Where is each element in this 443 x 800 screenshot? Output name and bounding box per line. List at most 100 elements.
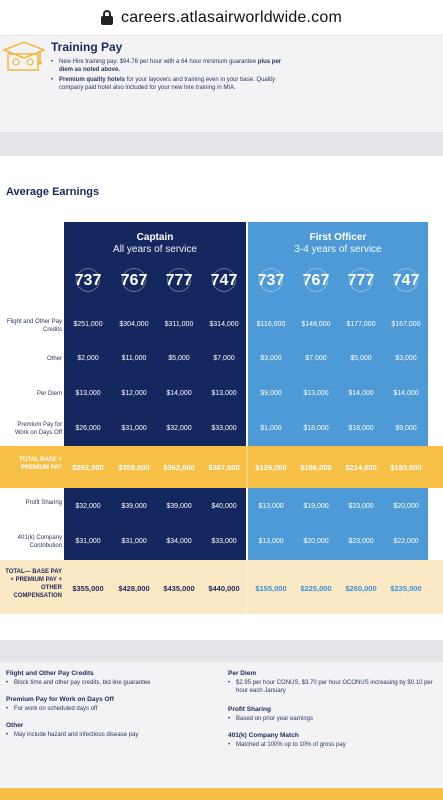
training-pay-title: Training Pay — [51, 40, 123, 54]
row-label: Profit Sharing — [25, 500, 62, 506]
training-pay-list: New Hire training pay: $94.76 per hour w… — [51, 58, 291, 94]
table-cell: $39,000 — [121, 503, 147, 510]
fo-model-777: 777 — [339, 268, 383, 292]
table-cell: $1,000 — [260, 425, 282, 432]
table-cell: $358,000 — [118, 463, 150, 472]
lock-icon — [101, 10, 113, 25]
row-label: Flight and Other Pay Credits — [6, 319, 62, 333]
note-other: Other May include hazard and infectious … — [6, 722, 211, 739]
table-cell: $435,000 — [163, 584, 195, 593]
note-flight-pay: Flight and Other Pay Credits Block time … — [6, 670, 211, 687]
table-cell: $13,000 — [303, 390, 329, 397]
note-title: Profit Sharing — [228, 706, 271, 713]
table-cell: $23,000 — [348, 503, 374, 510]
table-cell: $251,000 — [73, 321, 103, 328]
table-cell: $19,000 — [303, 503, 329, 510]
total-base-premium-row: TOTAL BASE + PREMIUM PAY $292,000 $358,0… — [0, 446, 443, 488]
table-cell: $235,000 — [390, 584, 422, 593]
first-officer-title: First Officer — [309, 232, 367, 243]
table-cell: $23,000 — [348, 538, 374, 545]
table-cell: $3,000 — [395, 355, 417, 362]
captain-model-737: 737 — [66, 268, 110, 292]
table-cell: $225,000 — [300, 584, 332, 593]
average-earnings-title: Average Earnings — [6, 186, 100, 198]
table-cell: $14,000 — [166, 390, 192, 397]
captain-model-747: 747 — [202, 268, 246, 292]
note-title: Per Diem — [228, 670, 257, 677]
earnings-footnotes: Flight and Other Pay Credits Block time … — [0, 662, 443, 786]
note-desc: Block time and other pay credits, bid li… — [6, 679, 211, 687]
table-cell: $9,000 — [260, 390, 282, 397]
table-cell: $304,000 — [119, 321, 149, 328]
row-label: TOTAL— BASE PAY + PREMIUM PAY + OTHER CO… — [5, 569, 62, 599]
table-cell: $5,000 — [168, 355, 190, 362]
note-title: 401(k) Company Match — [228, 732, 299, 739]
table-cell: $362,000 — [163, 463, 195, 472]
column-separator — [246, 222, 248, 614]
table-cell: $14,000 — [348, 390, 374, 397]
table-cell: $13,000 — [211, 390, 237, 397]
table-cell: $40,000 — [211, 503, 237, 510]
table-cell: $32,000 — [166, 425, 192, 432]
table-cell: $32,000 — [75, 503, 101, 510]
table-cell: $148,000 — [301, 321, 331, 328]
table-cell: $33,000 — [211, 538, 237, 545]
table-cell: $18,000 — [348, 425, 374, 432]
table-cell: $2,000 — [77, 355, 99, 362]
first-officer-subtitle: 3-4 years of service — [294, 244, 382, 255]
note-title: Other — [6, 722, 24, 729]
table-cell: $214,000 — [345, 463, 377, 472]
table-cell: $355,000 — [72, 584, 104, 593]
note-desc: May include hazard and infectious diseas… — [6, 731, 211, 739]
table-cell: $428,000 — [118, 584, 150, 593]
table-cell: $11,000 — [121, 355, 147, 362]
row-label: TOTAL BASE + PREMIUM PAY — [19, 457, 62, 471]
fo-model-747: 747 — [384, 268, 428, 292]
table-cell: $12,000 — [121, 390, 147, 397]
note-desc: Based on prior year earnings — [228, 715, 433, 723]
note-401k: 401(k) Company Match Matched at 100% up … — [228, 732, 433, 749]
table-cell: $5,000 — [350, 355, 372, 362]
captain-subtitle: All years of service — [113, 244, 197, 255]
row-label: Premium Pay for Work on Days Off — [14, 422, 62, 436]
table-cell: $34,000 — [166, 538, 192, 545]
table-cell: $26,000 — [75, 425, 101, 432]
table-cell: $292,000 — [72, 463, 104, 472]
captain-model-767: 767 — [112, 268, 156, 292]
table-cell: $440,000 — [208, 584, 240, 593]
list-item: Premium quality hotels for your layovers… — [51, 76, 291, 92]
table-cell: $13,000 — [258, 503, 284, 510]
table-cell: $31,000 — [121, 538, 147, 545]
table-cell: $22,000 — [393, 538, 419, 545]
note-premium-pay: Premium Pay for Work on Days Off For wor… — [6, 696, 211, 713]
footer-accent-bar — [0, 788, 443, 800]
table-cell: $311,000 — [164, 321, 194, 328]
note-desc: $2.95 per hour CONUS, $3.70 per hour OCO… — [228, 679, 433, 695]
table-cell: $31,000 — [121, 425, 147, 432]
url-text[interactable]: careers.atlasairworldwide.com — [121, 8, 342, 26]
fo-model-737: 737 — [249, 268, 293, 292]
table-cell: $177,000 — [346, 321, 376, 328]
list-item: New Hire training pay: $94.76 per hour w… — [51, 58, 291, 74]
graduation-cap-icon — [2, 41, 46, 71]
row-label: Other — [46, 356, 62, 362]
captain-header: Captain All years of service — [64, 232, 246, 255]
note-per-diem: Per Diem $2.95 per hour CONUS, $3.70 per… — [228, 670, 433, 695]
row-label: Per Diem — [36, 391, 62, 397]
note-title: Flight and Other Pay Credits — [6, 670, 94, 677]
section-divider — [0, 640, 443, 662]
table-cell: $20,000 — [303, 538, 329, 545]
table-cell: $186,000 — [300, 463, 332, 472]
note-desc: Matched at 100% up to 10% of gross pay — [228, 741, 433, 749]
row-label: 401(k) Company Contribution — [17, 535, 62, 549]
table-cell: $193,000 — [390, 463, 422, 472]
table-cell: $367,000 — [208, 463, 240, 472]
table-cell: $7,000 — [213, 355, 235, 362]
section-divider — [0, 132, 443, 156]
table-cell: $314,000 — [209, 321, 239, 328]
captain-model-777: 777 — [157, 268, 201, 292]
table-cell: $18,000 — [303, 425, 329, 432]
browser-url-bar[interactable]: careers.atlasairworldwide.com — [0, 0, 443, 36]
table-cell: $129,000 — [255, 463, 287, 472]
table-cell: $13,000 — [75, 390, 101, 397]
